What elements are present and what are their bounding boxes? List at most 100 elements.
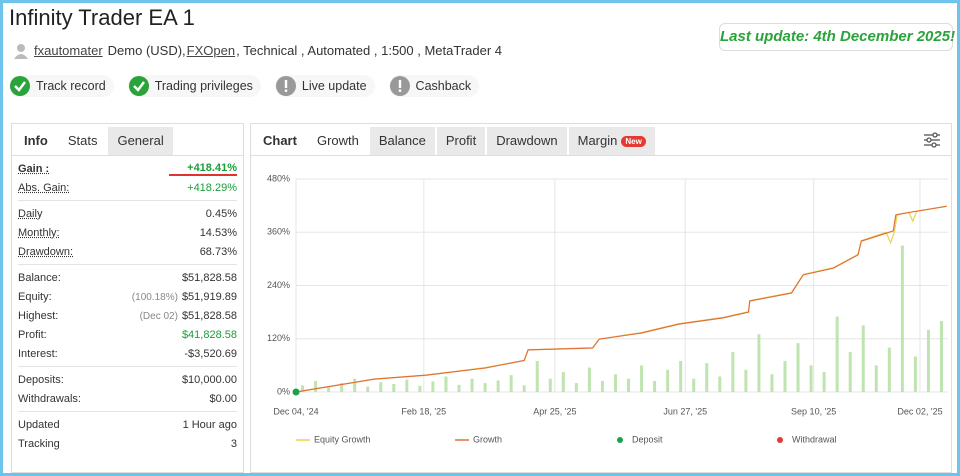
tab[interactable]: Margin New — [568, 127, 655, 155]
info-tabs: Info Stats General — [12, 124, 243, 156]
tab[interactable]: Chart — [254, 127, 306, 155]
row-label: Highest: — [18, 309, 59, 322]
bar — [366, 386, 370, 392]
user-link[interactable]: fxautomater — [34, 43, 103, 58]
info-row: Equity: (100.18%) $51,919.89 — [18, 287, 237, 306]
pending-icon — [389, 76, 410, 96]
settings-icon[interactable] — [923, 132, 941, 148]
row-label: Abs. Gain: — [18, 181, 70, 194]
bar — [509, 375, 513, 392]
bar — [327, 387, 331, 392]
bar — [600, 380, 604, 392]
bar — [796, 343, 800, 392]
tab[interactable]: Stats — [58, 127, 107, 155]
info-row: Updated 1 Hour ago — [18, 415, 237, 434]
info-row: Withdrawals: $0.00 — [18, 389, 237, 408]
bar — [470, 378, 474, 392]
bar — [939, 321, 943, 392]
bar — [379, 382, 383, 392]
info-group: Daily 0.45% Monthly: 14.53% Drawdown: 68.73% — [18, 201, 237, 265]
chart-panel: Chart Growth Balance Profit Drawdown Margin Ne… — [250, 123, 952, 473]
new-badge: New — [621, 135, 646, 147]
y-tick-label: 360% — [267, 227, 290, 237]
x-tick-label: Dec 04, '24 — [273, 406, 318, 416]
x-tick-label: Sep 10, '25 — [791, 406, 836, 416]
growth-line — [295, 205, 947, 393]
info-group: Deposits: $10,000.00 Withdrawals: $0.00 — [18, 367, 237, 412]
tab[interactable]: Drawdown — [487, 127, 567, 155]
info-panel: Info Stats General Gain : +418.41% Abs. Gain… — [11, 123, 244, 473]
account-line: fxautomater Demo (USD), FXOpen, Technical… — [13, 43, 502, 59]
bar — [457, 384, 461, 392]
bar — [301, 385, 305, 392]
bar — [640, 365, 644, 392]
bar — [483, 383, 487, 392]
row-value: $0.00 — [209, 392, 237, 405]
pending-icon — [275, 76, 296, 96]
row-value: 0.45% — [205, 207, 237, 220]
broker-link[interactable]: FXOpen — [186, 43, 236, 58]
bar — [522, 385, 526, 392]
tab[interactable]: Growth — [307, 127, 368, 155]
tab-label: Chart — [263, 133, 297, 148]
bar — [392, 384, 396, 392]
bar — [848, 352, 852, 392]
check-icon — [10, 76, 30, 96]
bar — [666, 369, 670, 392]
badge: Track record — [9, 75, 114, 97]
info-row: Monthly: 14.53% — [18, 223, 237, 242]
bar — [679, 360, 683, 392]
tab[interactable]: Profit — [436, 127, 486, 155]
tab[interactable]: Balance — [369, 127, 435, 155]
bar — [874, 365, 878, 392]
bar — [431, 381, 435, 392]
x-tick-label: Feb 18, '25 — [401, 406, 446, 416]
row-value: $51,919.89 — [181, 290, 237, 303]
row-value-wrap: $51,828.58 — [182, 272, 237, 284]
bar — [744, 369, 748, 392]
row-label: Gain : — [18, 162, 50, 175]
marker — [292, 388, 300, 396]
tab-label: Growth — [316, 133, 359, 148]
page-title: Infinity Trader EA 1 — [9, 5, 195, 30]
tab-label: Balance — [378, 133, 426, 148]
info-row: Profit: $41,828.58 — [18, 325, 237, 344]
tab[interactable]: Info — [15, 127, 57, 155]
bar — [496, 380, 500, 392]
row-value-wrap: 3 — [231, 438, 237, 450]
bar — [418, 385, 422, 392]
row-value: 68.73% — [199, 245, 237, 258]
bar — [574, 383, 578, 392]
y-tick-label: 480% — [267, 173, 290, 183]
row-label: Withdrawals: — [18, 392, 81, 405]
y-tick-label: 0% — [277, 386, 290, 396]
check-icon — [128, 76, 149, 96]
bar — [809, 365, 813, 392]
row-value: 3 — [230, 437, 237, 450]
tab[interactable]: General — [108, 127, 173, 155]
row-value: 1 Hour ago — [182, 418, 237, 431]
row-note: (100.18%) — [131, 291, 178, 303]
bar — [783, 360, 787, 392]
x-tick-label: Jun 27, '25 — [663, 406, 707, 416]
badge-label: Live update — [301, 79, 367, 93]
row-label: Profit: — [18, 328, 47, 341]
tab-label: Margin — [577, 133, 618, 148]
legend-label: Equity Growth — [314, 434, 371, 444]
row-value-wrap: 1 Hour ago — [183, 419, 237, 431]
row-value-wrap: $10,000.00 — [182, 374, 237, 386]
badges: Track record Trading privileges Live updat… — [9, 75, 480, 97]
y-tick-label: 240% — [267, 280, 290, 290]
badge-label: Track record — [36, 79, 106, 93]
row-value-wrap: +418.29% — [187, 182, 237, 194]
bar — [718, 376, 722, 392]
row-value-wrap: $0.00 — [209, 393, 237, 405]
row-value-wrap: $41,828.58 — [182, 329, 237, 341]
badge: Trading privileges — [127, 75, 261, 97]
info-group: Updated 1 Hour ago Tracking 3 — [18, 412, 237, 456]
bar — [900, 245, 904, 392]
user-icon — [14, 44, 28, 59]
row-value-wrap: 0.45% — [206, 208, 237, 220]
legend-label: Growth — [473, 434, 502, 444]
